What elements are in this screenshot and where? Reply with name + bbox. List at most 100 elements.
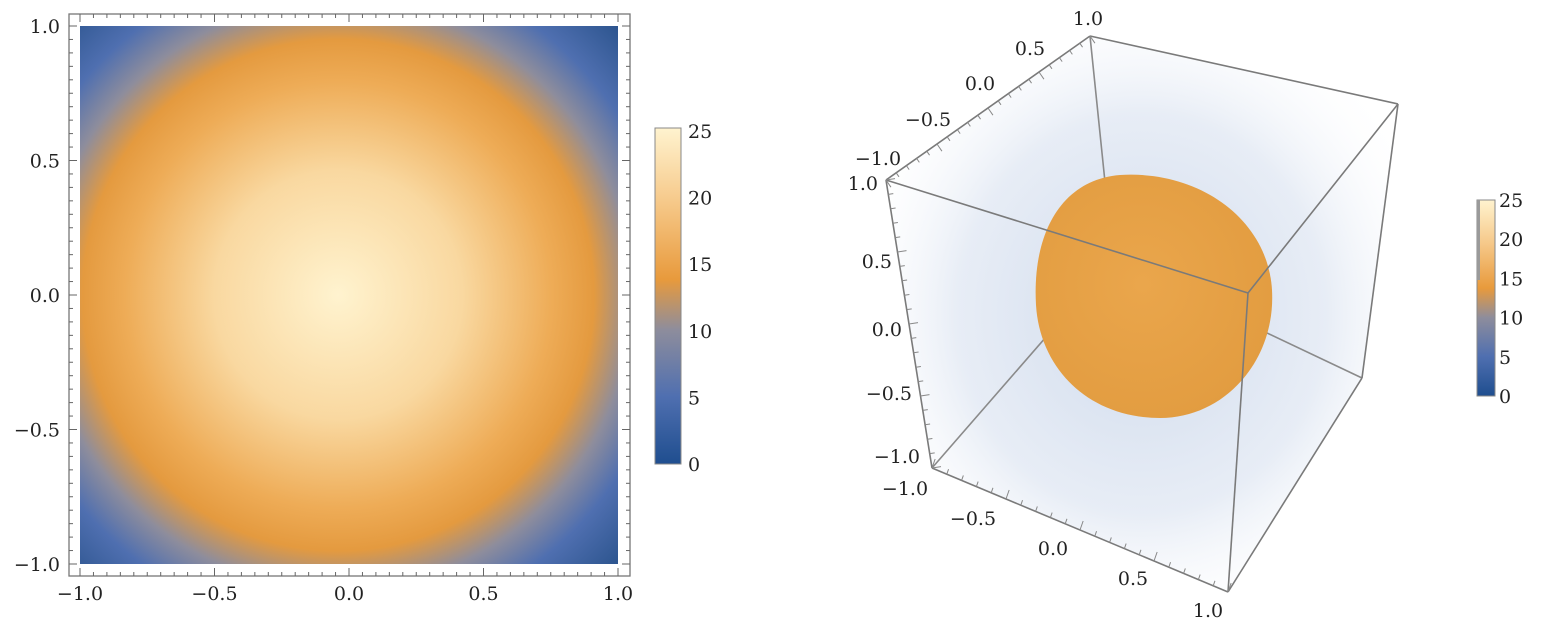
cube-tick	[1153, 551, 1158, 562]
cube-axis-ticks	[885, 35, 1232, 593]
cube-tick	[927, 437, 933, 440]
cube-tick	[1123, 543, 1127, 549]
x-tick-label: 0.5	[468, 583, 498, 605]
front-tick-label: 1.0	[1193, 600, 1223, 622]
colorbar-left: 0 5 10 15 20 25	[654, 121, 712, 476]
cube-tick	[967, 122, 971, 127]
cube-tick	[1049, 512, 1053, 518]
cube-tick	[1094, 531, 1098, 537]
cube-tick	[936, 143, 943, 152]
cube-tick	[906, 308, 912, 311]
colorbar-tick-label: 10	[1499, 308, 1523, 330]
volume-plot: −1.0−0.50.00.51.0−1.0−0.50.00.51.0−1.0−0…	[848, 8, 1399, 622]
colorbar-tick-label: 20	[688, 188, 712, 210]
cube-tick	[975, 481, 979, 487]
y-tick-label: 1.0	[30, 16, 60, 38]
cube-tick	[946, 136, 951, 142]
cube-tick	[913, 351, 919, 354]
cube-tick	[925, 423, 931, 426]
isosurface-blob	[1035, 174, 1273, 418]
cube-tick-labels: −1.0−0.50.00.51.0−1.0−0.50.00.51.0−1.0−0…	[848, 8, 1223, 622]
cube-tick	[918, 380, 924, 383]
cube-tick	[892, 221, 898, 224]
y-tick-label: −1.0	[14, 554, 60, 576]
colorbar-right: 0 5 10 15 20 25	[1476, 190, 1523, 408]
colorbar-tick-label: 25	[688, 121, 712, 143]
cube-tick	[1183, 568, 1186, 574]
vertical-tick-label: 0.5	[862, 251, 892, 273]
cube-tick	[1018, 86, 1022, 91]
cube-tick	[895, 172, 900, 178]
cube-tick	[931, 458, 936, 469]
cube-tick	[885, 178, 896, 181]
cube-tick	[1064, 518, 1068, 524]
vertical-tick-label: −0.5	[866, 383, 912, 405]
depth-tick-label: 0.0	[965, 73, 995, 95]
density-y-tick-labels: −1.0 −0.5 0.0 0.5 1.0	[14, 16, 60, 576]
cube-tick	[1079, 42, 1083, 48]
depth-tick-label: 1.0	[1073, 8, 1103, 30]
cube-tick	[895, 236, 901, 239]
front-tick-label: 0.0	[1038, 538, 1068, 560]
cube-tick	[1197, 574, 1201, 580]
front-tick-label: 0.5	[1118, 568, 1148, 590]
x-tick-label: 0.0	[334, 583, 364, 605]
colorbar-tick-label: 5	[1499, 347, 1511, 369]
cube-tick	[946, 469, 950, 475]
cube-tick	[931, 466, 942, 469]
cube-tick	[929, 452, 935, 455]
cube-tick	[899, 265, 905, 267]
cube-tick	[1028, 78, 1032, 84]
cube-tick	[1109, 537, 1112, 543]
colorbar-right-opacity-band	[1477, 200, 1480, 280]
cube-tick	[920, 394, 930, 397]
cube-tick	[1035, 506, 1038, 512]
colorbar-left-gradient	[654, 127, 682, 465]
depth-tick-label: −0.5	[905, 109, 951, 131]
front-tick-label: −1.0	[882, 478, 928, 500]
density-x-tick-labels: −1.0 −0.5 0.0 0.5 1.0	[57, 583, 633, 605]
colorbar-tick-label: 25	[1499, 190, 1523, 212]
cube-tick	[1038, 71, 1045, 80]
cube-tick	[1020, 500, 1024, 506]
x-tick-label: −0.5	[191, 583, 237, 605]
colorbar-tick-label: 10	[688, 321, 712, 343]
y-tick-label: 0.0	[30, 285, 60, 307]
y-tick-label: −0.5	[14, 420, 60, 442]
density-plot: −1.0 −0.5 0.0 0.5 1.0 −1.0 −0.5 0.0 0.5 1.0	[14, 13, 633, 605]
cube-tick	[926, 150, 930, 156]
cube-tick	[897, 250, 907, 253]
cube-tick	[1048, 64, 1053, 70]
cube-tick	[904, 293, 910, 296]
cube-tick	[1089, 35, 1096, 44]
cube-tick	[1212, 580, 1216, 586]
colorbar-left-tick-labels: 0 5 10 15 20 25	[688, 121, 712, 476]
cube-tick	[888, 193, 894, 195]
cube-tick	[1007, 93, 1012, 98]
colorbar-tick-label: 15	[688, 254, 712, 276]
cube-tick	[990, 487, 994, 493]
depth-tick-label: −1.0	[855, 148, 901, 170]
cube-tick	[987, 107, 994, 116]
cube-tick	[905, 165, 910, 170]
cube-tick	[1069, 50, 1073, 55]
vertical-tick-label: −1.0	[874, 446, 920, 468]
x-tick-label: 1.0	[603, 583, 633, 605]
vertical-tick-label: 0.0	[872, 319, 902, 341]
cube-tick	[956, 129, 961, 134]
cube-tick	[908, 322, 919, 325]
cube-tick	[1005, 489, 1010, 500]
cube-tick	[1138, 549, 1142, 555]
cube-tick	[915, 365, 921, 368]
cube-tick	[997, 100, 1002, 106]
density-field	[80, 26, 618, 564]
cube-tick	[1227, 582, 1232, 593]
cube-tick	[961, 475, 964, 481]
cube-tick	[911, 337, 917, 339]
colorbar-tick-label: 20	[1499, 229, 1523, 251]
cube-tick	[890, 207, 896, 210]
vertical-tick-label: 1.0	[848, 173, 878, 195]
cube-tick	[916, 158, 920, 163]
colorbar-tick-label: 0	[688, 454, 700, 476]
